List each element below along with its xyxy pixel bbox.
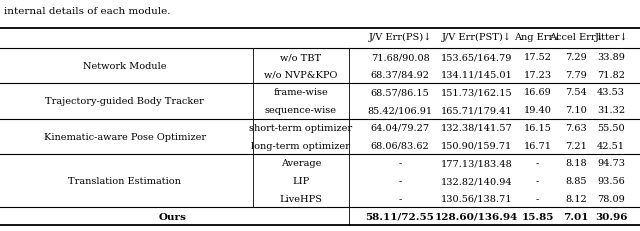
Text: 19.40: 19.40 — [524, 106, 552, 115]
Text: 43.53: 43.53 — [597, 88, 625, 97]
Text: 150.90/159.71: 150.90/159.71 — [441, 141, 513, 150]
Text: 64.04/79.27: 64.04/79.27 — [371, 123, 429, 132]
Text: 58.11/72.55: 58.11/72.55 — [365, 212, 435, 221]
Text: 16.71: 16.71 — [524, 141, 552, 150]
Text: 71.82: 71.82 — [597, 70, 625, 79]
Text: 153.65/164.79: 153.65/164.79 — [441, 53, 513, 62]
Text: 30.96: 30.96 — [595, 212, 627, 221]
Text: frame-wise: frame-wise — [273, 88, 328, 97]
Text: 7.63: 7.63 — [565, 123, 587, 132]
Text: w/o NVP&KPO: w/o NVP&KPO — [264, 70, 337, 79]
Text: 16.69: 16.69 — [524, 88, 552, 97]
Text: 177.13/183.48: 177.13/183.48 — [441, 159, 513, 168]
Text: 15.85: 15.85 — [522, 212, 554, 221]
Text: Trajectory-guided Body Tracker: Trajectory-guided Body Tracker — [45, 97, 204, 106]
Text: 93.56: 93.56 — [597, 176, 625, 185]
Text: 85.42/106.91: 85.42/106.91 — [367, 106, 433, 115]
Text: 17.52: 17.52 — [524, 53, 552, 62]
Text: sequence-wise: sequence-wise — [265, 106, 337, 115]
Text: Ang Err↓: Ang Err↓ — [514, 33, 561, 42]
Text: -: - — [536, 194, 540, 203]
Text: internal details of each module.: internal details of each module. — [4, 7, 171, 16]
Text: -: - — [398, 194, 402, 203]
Text: Kinematic-aware Pose Optimizer: Kinematic-aware Pose Optimizer — [44, 132, 206, 141]
Text: 7.10: 7.10 — [565, 106, 587, 115]
Text: 17.23: 17.23 — [524, 70, 552, 79]
Text: LiveHPS: LiveHPS — [279, 194, 323, 203]
Text: Average: Average — [280, 159, 321, 168]
Text: -: - — [398, 159, 402, 168]
Text: -: - — [536, 176, 540, 185]
Text: Accel Err↓: Accel Err↓ — [548, 33, 604, 42]
Text: 128.60/136.94: 128.60/136.94 — [435, 212, 518, 221]
Text: 132.38/141.57: 132.38/141.57 — [441, 123, 513, 132]
Text: 16.15: 16.15 — [524, 123, 552, 132]
Text: 78.09: 78.09 — [597, 194, 625, 203]
Text: 8.12: 8.12 — [565, 194, 587, 203]
Text: 42.51: 42.51 — [597, 141, 625, 150]
Text: 68.37/84.92: 68.37/84.92 — [371, 70, 429, 79]
Text: 8.85: 8.85 — [565, 176, 587, 185]
Text: 7.01: 7.01 — [563, 212, 589, 221]
Text: 151.73/162.15: 151.73/162.15 — [441, 88, 513, 97]
Text: Translation Estimation: Translation Estimation — [68, 176, 181, 185]
Text: Jitter↓: Jitter↓ — [595, 33, 628, 42]
Text: 7.21: 7.21 — [565, 141, 587, 150]
Text: 7.29: 7.29 — [565, 53, 587, 62]
Text: 8.18: 8.18 — [565, 159, 587, 168]
Text: w/o TBT: w/o TBT — [280, 53, 321, 62]
Text: -: - — [536, 159, 540, 168]
Text: 71.68/90.08: 71.68/90.08 — [371, 53, 429, 62]
Text: 31.32: 31.32 — [597, 106, 625, 115]
Text: 134.11/145.01: 134.11/145.01 — [441, 70, 513, 79]
Text: 94.73: 94.73 — [597, 159, 625, 168]
Text: 7.54: 7.54 — [565, 88, 587, 97]
Text: short-term optimizer: short-term optimizer — [249, 123, 353, 132]
Text: 68.06/83.62: 68.06/83.62 — [371, 141, 429, 150]
Text: Ours: Ours — [159, 212, 187, 221]
Text: 165.71/179.41: 165.71/179.41 — [441, 106, 513, 115]
Text: -: - — [398, 176, 402, 185]
Text: 33.89: 33.89 — [597, 53, 625, 62]
Text: J/V Err(PST)↓: J/V Err(PST)↓ — [442, 33, 512, 42]
Text: LIP: LIP — [292, 176, 309, 185]
Text: long-term optimizer: long-term optimizer — [252, 141, 350, 150]
Text: 68.57/86.15: 68.57/86.15 — [371, 88, 429, 97]
Text: 7.79: 7.79 — [565, 70, 587, 79]
Text: Network Module: Network Module — [83, 62, 166, 71]
Text: J/V Err(PS)↓: J/V Err(PS)↓ — [369, 33, 431, 42]
Text: 130.56/138.71: 130.56/138.71 — [441, 194, 513, 203]
Text: 132.82/140.94: 132.82/140.94 — [441, 176, 513, 185]
Text: 55.50: 55.50 — [597, 123, 625, 132]
